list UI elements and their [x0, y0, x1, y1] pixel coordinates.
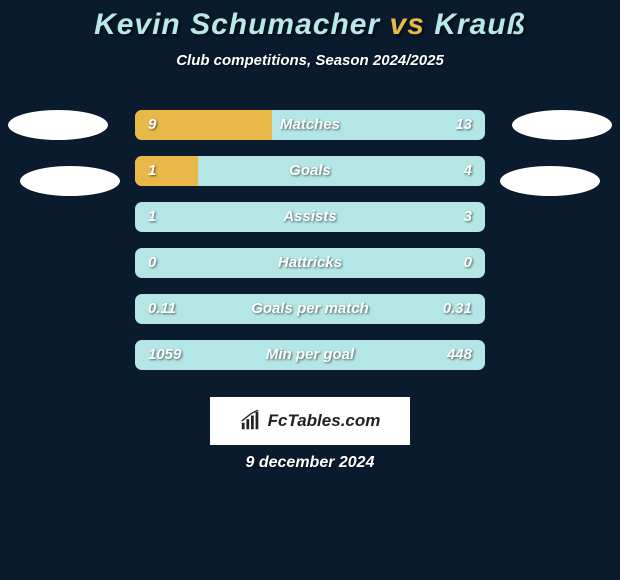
player1-name: Kevin Schumacher: [94, 8, 380, 41]
bar-track: [135, 340, 485, 370]
fctables-logo: FcTables.com: [210, 397, 410, 445]
date-label: 9 december 2024: [0, 454, 620, 472]
bar-row: 9 Matches 13: [0, 110, 620, 140]
bar-row: 0 Hattricks 0: [0, 248, 620, 278]
bar-track: [135, 110, 485, 140]
vs-label: vs: [390, 8, 425, 41]
player2-name: Krauß: [434, 8, 526, 41]
logo-text: FcTables.com: [268, 411, 381, 431]
bar-track: [135, 248, 485, 278]
bar-row: 1059 Min per goal 448: [0, 340, 620, 370]
bar-left-fill: [135, 156, 198, 186]
bar-bg: [135, 340, 485, 370]
bar-track: [135, 202, 485, 232]
bar-row: 0.11 Goals per match 0.31: [0, 294, 620, 324]
bar-row: 1 Assists 3: [0, 202, 620, 232]
bar-track: [135, 156, 485, 186]
bar-bg: [135, 202, 485, 232]
bar-bg: [135, 248, 485, 278]
bar-left-fill: [135, 110, 272, 140]
bars-area: 9 Matches 13 1 Goals 4 1 Assists 3 0 Hat…: [0, 110, 620, 386]
subtitle: Club competitions, Season 2024/2025: [0, 52, 620, 69]
bar-bg: [135, 294, 485, 324]
chart-icon: [240, 410, 262, 432]
bar-row: 1 Goals 4: [0, 156, 620, 186]
comparison-title: Kevin Schumacher vs Krauß: [0, 0, 620, 42]
bar-track: [135, 294, 485, 324]
